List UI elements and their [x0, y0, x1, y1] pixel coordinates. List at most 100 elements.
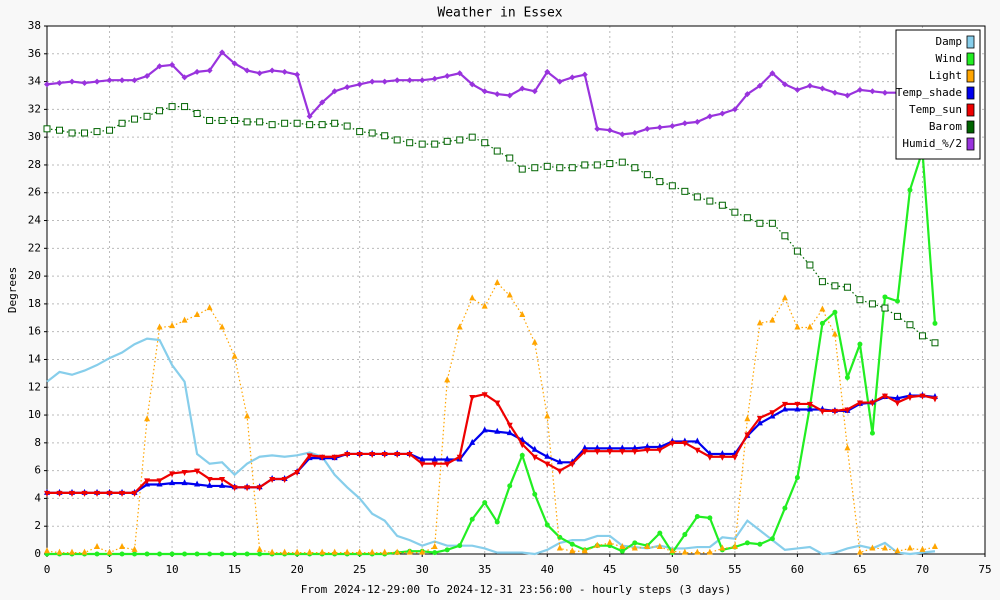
- point: [368, 129, 376, 137]
- point: [631, 444, 638, 451]
- point: [769, 536, 775, 542]
- y-tick-label: 16: [28, 325, 41, 338]
- point: [681, 440, 688, 447]
- point: [506, 291, 513, 298]
- point: [906, 394, 913, 401]
- point: [306, 453, 313, 460]
- point: [219, 49, 226, 56]
- point: [768, 219, 776, 227]
- point: [606, 127, 613, 134]
- point: [44, 490, 50, 497]
- point: [719, 454, 726, 461]
- point: [419, 548, 426, 555]
- point: [406, 548, 413, 555]
- point: [431, 461, 438, 468]
- point: [456, 323, 463, 330]
- point: [256, 118, 264, 126]
- point: [331, 454, 338, 461]
- point: [581, 547, 588, 554]
- point: [756, 219, 764, 227]
- point: [81, 79, 88, 86]
- point: [619, 548, 625, 554]
- point: [93, 128, 101, 136]
- point: [94, 551, 100, 557]
- point: [206, 67, 213, 74]
- point: [182, 551, 188, 557]
- point: [706, 197, 714, 205]
- point: [181, 479, 188, 486]
- point: [219, 481, 226, 488]
- point: [881, 393, 888, 400]
- point: [806, 323, 813, 330]
- x-axis-label: From 2024-12-29:00 To 2024-12-31 23:56:0…: [301, 583, 731, 596]
- point: [931, 543, 938, 550]
- point: [656, 178, 664, 186]
- point: [144, 415, 151, 422]
- point: [256, 70, 263, 77]
- point: [231, 60, 238, 67]
- point: [756, 419, 763, 426]
- point: [806, 401, 813, 408]
- legend-swatch: [966, 103, 975, 117]
- point: [594, 449, 601, 456]
- x-tick-label: 35: [478, 563, 491, 576]
- point: [318, 121, 326, 129]
- y-tick-label: 12: [28, 380, 41, 393]
- point: [844, 375, 850, 381]
- point: [844, 444, 851, 451]
- point: [144, 551, 150, 557]
- y-tick-label: 4: [34, 491, 41, 504]
- point: [156, 107, 164, 115]
- point: [531, 338, 538, 345]
- point: [68, 129, 76, 137]
- point: [457, 543, 463, 549]
- point: [719, 544, 726, 551]
- point: [494, 427, 501, 434]
- legend-label: Temp_shade: [896, 86, 962, 99]
- point: [619, 543, 626, 550]
- point: [643, 171, 651, 179]
- point: [781, 401, 788, 408]
- y-tick-label: 38: [28, 19, 41, 32]
- point: [256, 485, 263, 492]
- point: [119, 543, 126, 550]
- point: [694, 118, 701, 125]
- point: [644, 447, 651, 454]
- y-tick-label: 18: [28, 297, 41, 310]
- y-tick-label: 20: [28, 269, 41, 282]
- point: [706, 548, 713, 555]
- legend-label: Damp: [936, 35, 963, 48]
- point: [256, 545, 263, 552]
- point: [569, 74, 576, 81]
- point: [781, 294, 788, 301]
- point: [469, 81, 476, 88]
- point: [231, 116, 239, 124]
- legend-swatch: [966, 137, 975, 151]
- point: [156, 478, 163, 485]
- point: [243, 118, 251, 126]
- point: [319, 99, 326, 106]
- point: [493, 147, 501, 155]
- point: [419, 77, 426, 84]
- point: [531, 454, 538, 461]
- point: [594, 541, 601, 548]
- point: [556, 544, 563, 551]
- point: [444, 376, 451, 383]
- y-tick-label: 26: [28, 186, 41, 199]
- point: [169, 551, 175, 557]
- point: [244, 485, 251, 492]
- point: [906, 321, 914, 329]
- point: [231, 485, 238, 492]
- legend-swatch: [966, 86, 975, 100]
- point: [494, 279, 501, 286]
- point: [156, 63, 163, 70]
- point: [94, 490, 101, 497]
- point: [118, 119, 126, 127]
- point: [506, 422, 513, 429]
- point: [693, 193, 701, 201]
- point: [56, 126, 64, 134]
- point: [418, 140, 426, 148]
- point: [244, 67, 251, 74]
- point: [106, 126, 114, 134]
- point: [219, 476, 226, 483]
